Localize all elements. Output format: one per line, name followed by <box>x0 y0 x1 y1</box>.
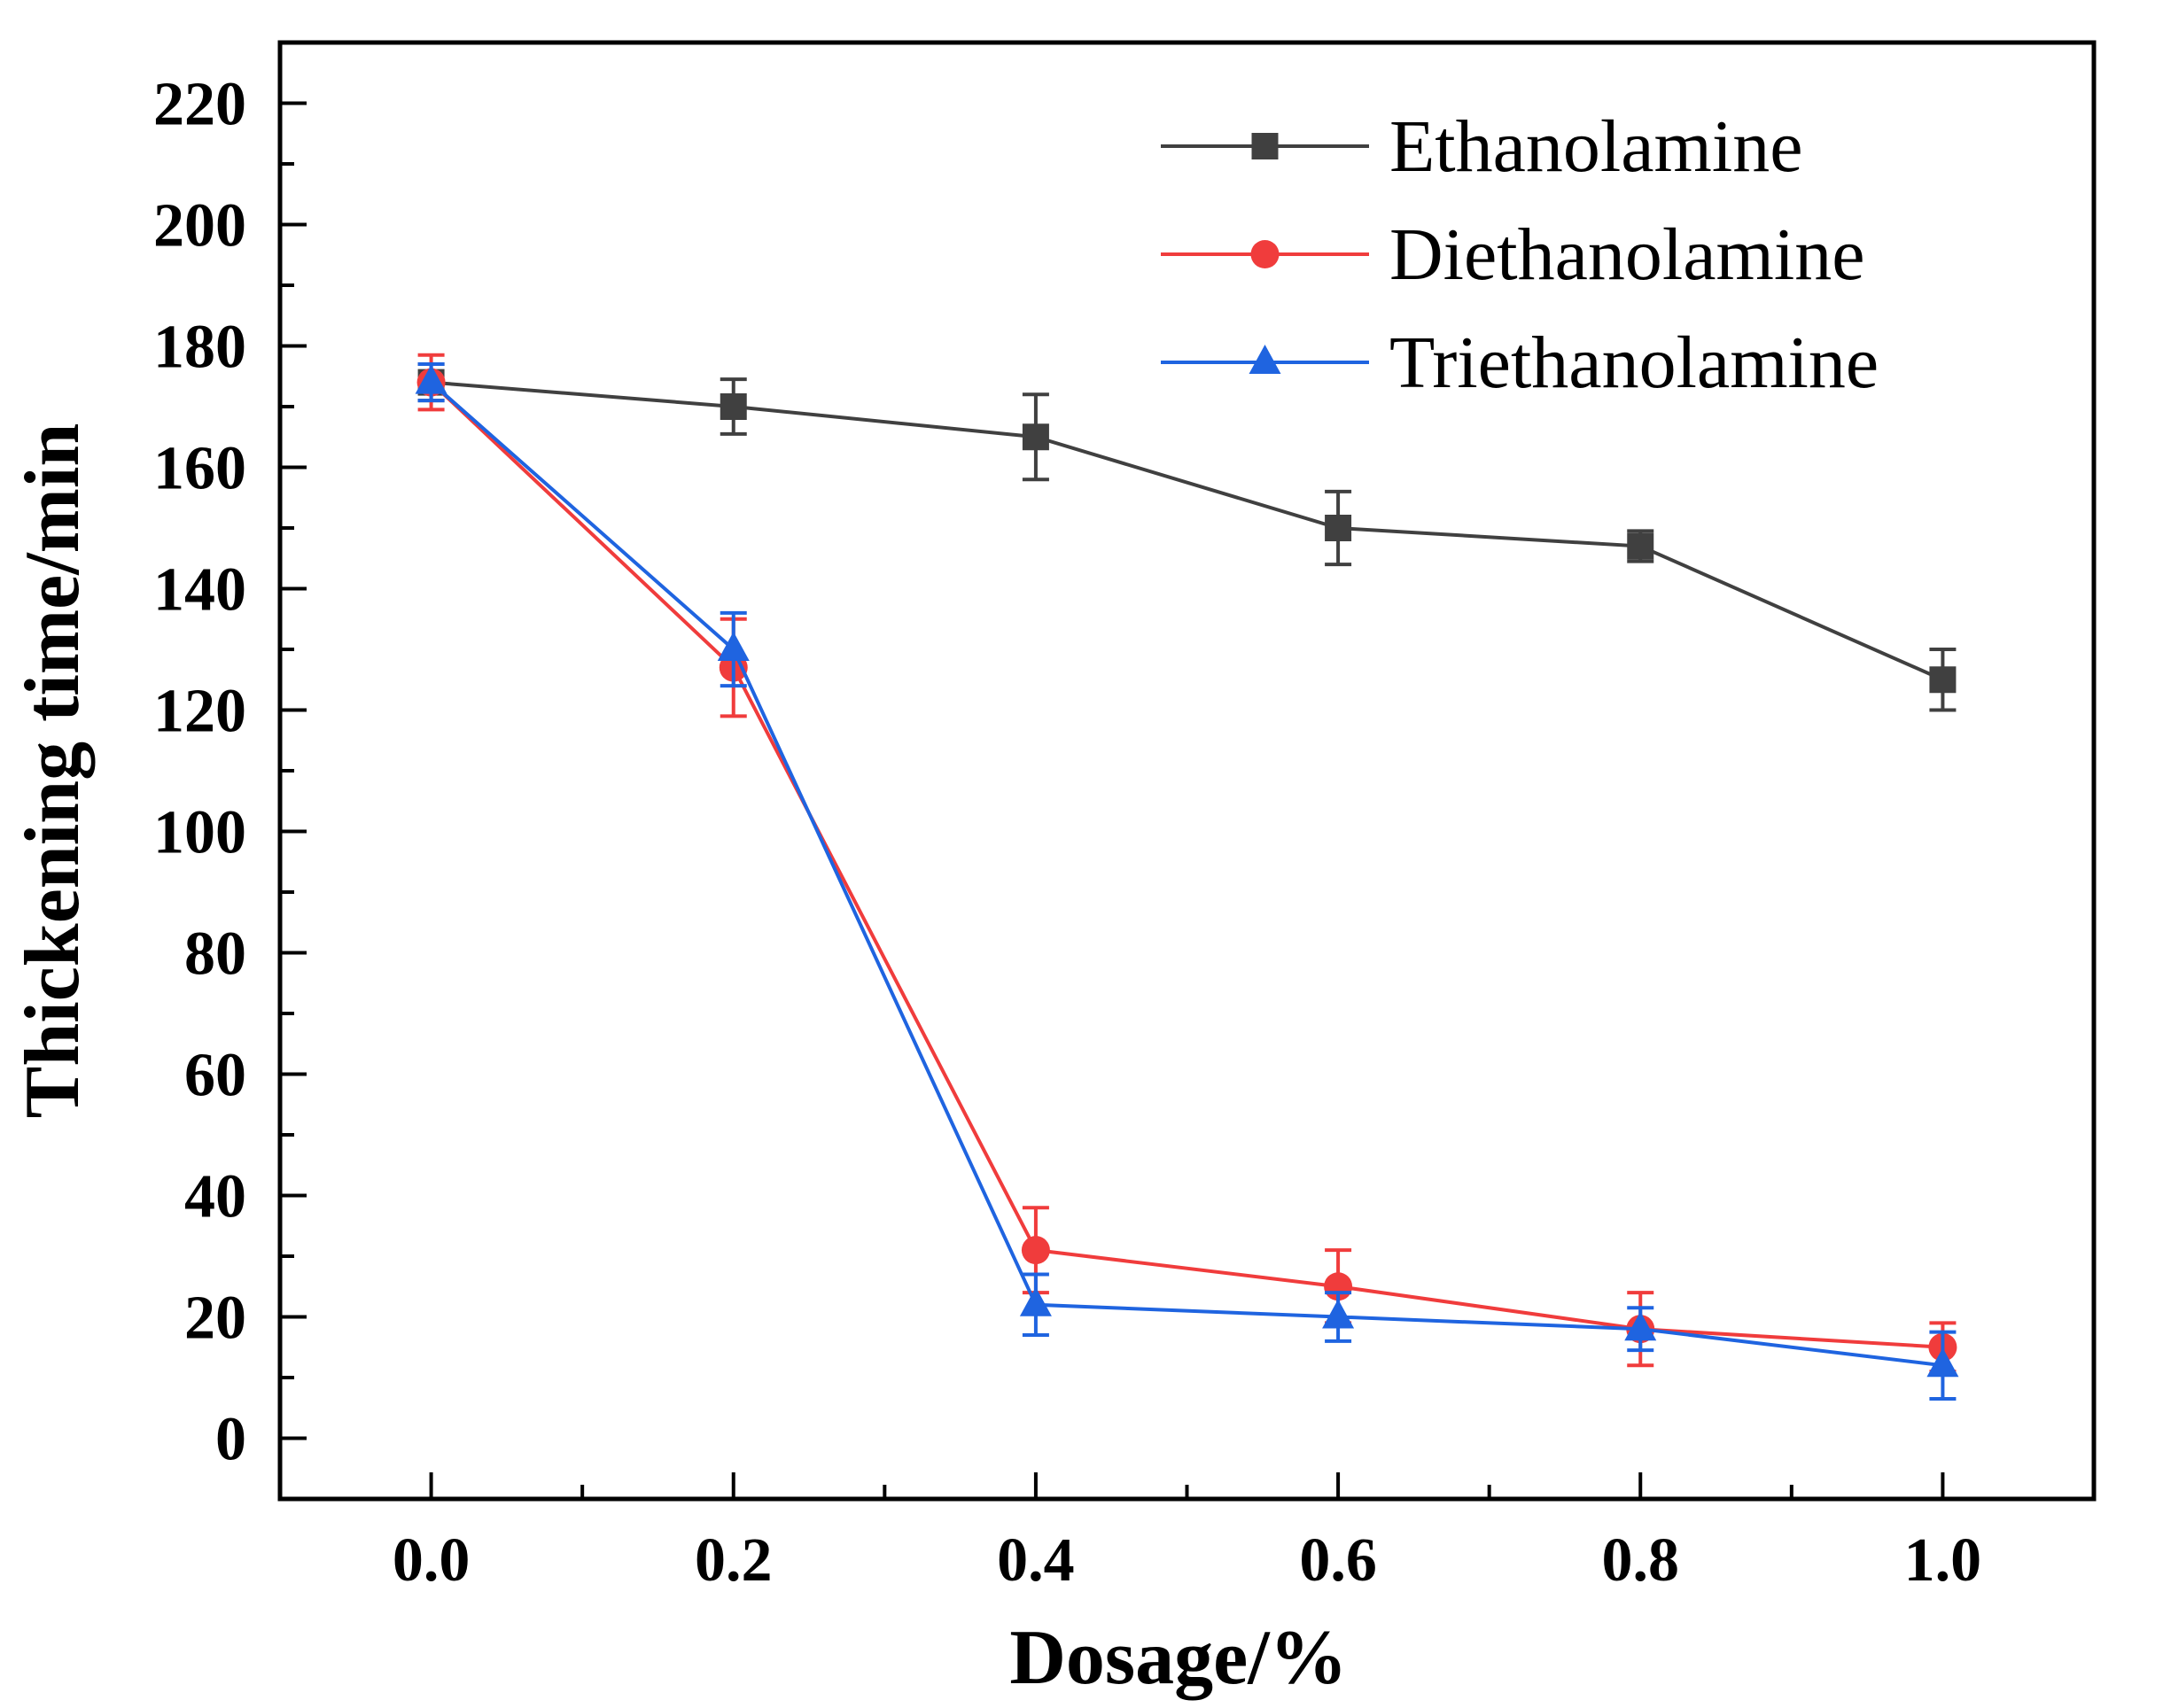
x-tick-label: 0.6 <box>1299 1526 1377 1595</box>
y-tick-label: 100 <box>153 799 246 867</box>
data-point-diethanolamine <box>1021 1236 1050 1265</box>
axes: 0 20 40 60 80 100 120 140 160 180 200 220 0.0 0.2 0.4 0… <box>153 40 2097 1595</box>
y-axis-title: Thickening time/min <box>10 423 96 1119</box>
legend-marker <box>1250 240 1280 268</box>
x-tick-label: 1.0 <box>1904 1526 1982 1595</box>
data-point-ethanolamine <box>720 393 747 420</box>
y-tick-label: 220 <box>153 71 246 139</box>
data-point-triethanolamine <box>1926 1347 1959 1378</box>
series-line-diethanolamine <box>430 381 1943 1349</box>
series-triethanolamine <box>415 362 1959 1401</box>
y-tick-label: 60 <box>184 1042 246 1110</box>
data-point-triethanolamine <box>415 364 447 394</box>
legend-marker <box>1249 345 1281 374</box>
legend-label: Ethanolamine <box>1389 105 1803 188</box>
legend-item-ethanolamine: Ethanolamine <box>1161 105 1803 188</box>
y-tick-label: 20 <box>184 1285 246 1353</box>
y-tick-label: 160 <box>153 435 246 503</box>
x-tick-label: 0.4 <box>997 1526 1075 1595</box>
series-ethanolamine <box>417 362 1957 712</box>
data-point-ethanolamine <box>1325 515 1352 541</box>
data-point-triethanolamine <box>1019 1286 1052 1316</box>
x-tick-label: 0.2 <box>695 1526 773 1595</box>
y-tick-label: 120 <box>153 678 246 746</box>
x-axis-title: Dosage/% <box>1009 1615 1347 1701</box>
data-point-ethanolamine <box>1627 532 1654 560</box>
legend-label: Triethanolamine <box>1389 322 1879 404</box>
data-point-triethanolamine <box>1322 1299 1355 1329</box>
series-layer <box>415 353 1959 1401</box>
series-line-triethanolamine <box>430 381 1943 1368</box>
legend-item-triethanolamine: Triethanolamine <box>1161 322 1879 404</box>
legend-item-diethanolamine: Diethanolamine <box>1161 214 1864 296</box>
y-tick-label: 140 <box>153 556 246 625</box>
y-tick-label: 0 <box>215 1406 246 1474</box>
legend-label: Diethanolamine <box>1389 214 1864 296</box>
data-point-triethanolamine <box>717 632 750 661</box>
x-tick-label: 0.0 <box>393 1526 471 1595</box>
legend: Ethanolamine Diethanolamine Triethanolamin… <box>1161 105 1879 404</box>
series-diethanolamine <box>416 353 1957 1374</box>
y-tick-label: 180 <box>153 314 246 382</box>
data-point-ethanolamine <box>1022 423 1049 451</box>
y-tick-label: 200 <box>153 192 246 260</box>
series-line-ethanolamine <box>431 380 1944 682</box>
x-tick-label: 0.8 <box>1602 1526 1680 1595</box>
y-tick-label: 40 <box>184 1163 246 1231</box>
legend-marker <box>1251 133 1279 159</box>
y-tick-label: 80 <box>184 920 246 989</box>
data-point-triethanolamine <box>1624 1311 1657 1341</box>
data-point-ethanolamine <box>1929 666 1957 694</box>
